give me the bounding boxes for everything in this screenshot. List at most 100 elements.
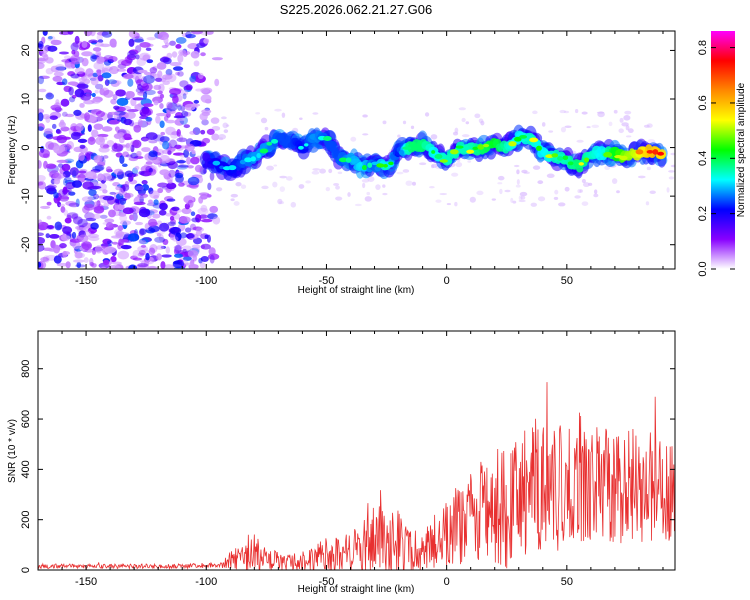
- noise-blob: [85, 92, 91, 97]
- snr-x-axis: -150 -100 -50 0 50: [37, 331, 664, 588]
- y-tick-label: 600: [20, 410, 32, 428]
- spectrogram-frame: [37, 30, 676, 270]
- noise-blob: [129, 214, 134, 221]
- noise-blob: [142, 54, 151, 61]
- noise-blob: [115, 230, 125, 237]
- noise-blob: [62, 226, 73, 235]
- noise-blob: [135, 54, 140, 60]
- noise-blob: [68, 191, 76, 196]
- noise-speck: [480, 120, 485, 126]
- ridge-core: [514, 136, 522, 142]
- noise-blob: [70, 82, 78, 87]
- noise-blob: [53, 255, 62, 264]
- noise-blob: [53, 178, 61, 185]
- noise-speck: [515, 184, 521, 188]
- noise-blob: [159, 136, 170, 143]
- noise-blob: [175, 71, 181, 76]
- noise-blob: [46, 215, 52, 220]
- noise-blob: [97, 173, 105, 181]
- noise-blob: [190, 50, 200, 59]
- noise-blob: [79, 71, 87, 78]
- noise-blob: [45, 92, 54, 100]
- x-tick-label: 50: [561, 275, 573, 287]
- noise-blob: [156, 233, 162, 237]
- noise-blob: [102, 155, 109, 159]
- noise-speck: [430, 134, 438, 140]
- noise-blob: [132, 212, 138, 222]
- noise-blob: [61, 196, 70, 200]
- noise-speck: [402, 120, 407, 125]
- noise-blob: [83, 257, 89, 264]
- noise-blob: [162, 141, 170, 150]
- noise-blob: [135, 185, 145, 191]
- noise-blob: [90, 222, 99, 230]
- noise-blob: [117, 250, 130, 260]
- noise-speck: [519, 191, 528, 197]
- noise-blob: [78, 152, 85, 162]
- x-tick-label: -50: [318, 275, 334, 287]
- noise-speck: [499, 188, 503, 195]
- noise-blob: [196, 227, 204, 233]
- noise-blob: [74, 67, 85, 75]
- noise-speck: [618, 128, 624, 134]
- colorbar-tick-label: 0.4: [697, 151, 709, 166]
- noise-blob: [181, 207, 192, 215]
- noise-blob: [148, 209, 159, 214]
- noise-blob: [184, 203, 190, 210]
- noise-blob: [200, 94, 212, 103]
- noise-blob: [149, 190, 160, 199]
- noise-blob: [107, 79, 118, 85]
- noise-blob: [137, 193, 149, 198]
- noise-speck: [497, 175, 505, 181]
- noise-blob: [113, 133, 123, 139]
- noise-speck: [279, 186, 285, 193]
- ridge-core: [239, 159, 246, 165]
- noise-blob: [165, 126, 176, 136]
- noise-speck: [337, 171, 343, 175]
- noise-blob: [179, 80, 189, 88]
- noise-blob: [138, 170, 145, 175]
- noise-blob: [42, 255, 50, 263]
- noise-blob: [69, 60, 80, 65]
- noise-blob: [184, 103, 196, 111]
- noise-blob: [160, 261, 166, 269]
- noise-speck: [596, 111, 605, 114]
- noise-blob: [91, 263, 97, 268]
- noise-speck: [593, 189, 598, 195]
- noise-blob: [209, 205, 219, 214]
- noise-blob: [180, 105, 186, 112]
- noise-blob: [153, 100, 159, 106]
- noise-blob: [94, 89, 99, 94]
- noise-blob: [101, 67, 110, 74]
- noise-blob: [191, 217, 200, 223]
- noise-speck: [497, 182, 503, 185]
- noise-blob: [174, 172, 184, 179]
- noise-speck: [574, 109, 579, 114]
- noise-blob: [200, 256, 209, 262]
- noise-blob: [128, 38, 135, 47]
- y-tick-label: -20: [20, 237, 32, 253]
- noise-speck: [233, 201, 240, 206]
- noise-blob: [135, 221, 144, 226]
- noise-speck: [260, 117, 268, 124]
- ridge-core: [472, 146, 479, 151]
- y-tick-label: 0: [20, 567, 32, 573]
- noise-speck: [668, 170, 675, 173]
- noise-blob: [127, 233, 140, 242]
- noise-blob: [133, 201, 146, 206]
- noise-blob: [38, 75, 50, 80]
- noise-blob: [81, 40, 88, 49]
- noise-blob: [159, 93, 165, 99]
- noise-blob: [141, 147, 151, 153]
- noise-blob: [47, 248, 59, 252]
- noise-blob: [90, 76, 99, 86]
- noise-blob: [142, 91, 148, 100]
- noise-speck: [625, 124, 630, 131]
- noise-speck: [361, 178, 370, 183]
- noise-blob: [191, 149, 196, 155]
- noise-blob: [81, 241, 93, 250]
- noise-blob: [104, 246, 116, 254]
- noise-blob: [138, 249, 146, 256]
- spectrogram-x-axis: -150 -100 -50 0 50: [37, 31, 664, 287]
